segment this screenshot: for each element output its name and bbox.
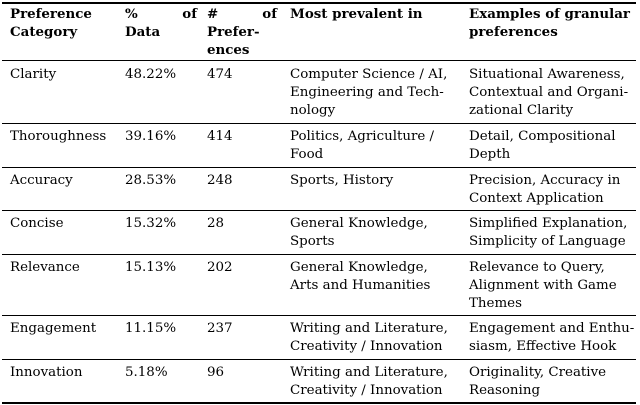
row-divider xyxy=(2,254,636,255)
row-percent: 15.32% xyxy=(125,216,177,231)
row-divider xyxy=(2,167,636,168)
row-examples: Engagement and Enthu- siasm, Effective H… xyxy=(469,321,635,354)
row-prevalent: Sports, History xyxy=(290,173,394,188)
row-count: 202 xyxy=(207,260,233,275)
row-examples: Situational Awareness, Contextual and Or… xyxy=(469,67,629,118)
row-percent: 39.16% xyxy=(125,129,177,144)
row-divider xyxy=(2,315,636,316)
row-examples: Relevance to Query, Alignment with Game … xyxy=(469,260,617,311)
row-examples: Precision, Accuracy in Context Applicati… xyxy=(469,173,621,206)
row-prevalent: Writing and Literature, Creativity / Inn… xyxy=(290,365,448,398)
row-count: 414 xyxy=(207,129,233,144)
header-examples: Examples of granular preferences xyxy=(469,6,630,40)
row-divider xyxy=(2,210,636,211)
row-count: 96 xyxy=(207,365,225,380)
row-category: Accuracy xyxy=(10,173,73,188)
row-divider xyxy=(2,359,636,360)
row-category: Engagement xyxy=(10,321,97,336)
header-category: Preference Category xyxy=(10,6,92,40)
top-rule xyxy=(2,2,636,4)
row-category: Relevance xyxy=(10,260,80,275)
row-examples: Simplified Explanation, Simplicity of La… xyxy=(469,216,628,249)
header-rule xyxy=(2,60,636,61)
row-count: 237 xyxy=(207,321,233,336)
header-percent-data: % of Data xyxy=(125,6,197,40)
row-prevalent: Writing and Literature, Creativity / Inn… xyxy=(290,321,448,354)
row-percent: 11.15% xyxy=(125,321,177,336)
row-prevalent: General Knowledge, Arts and Humanities xyxy=(290,260,431,293)
row-prevalent: Politics, Agriculture / Food xyxy=(290,129,435,162)
header-num-preferences: # of Prefer- ences xyxy=(207,6,277,58)
row-percent: 28.53% xyxy=(125,173,177,188)
row-count: 248 xyxy=(207,173,233,188)
row-examples: Detail, Compositional Depth xyxy=(469,129,616,162)
row-count: 28 xyxy=(207,216,225,231)
row-percent: 48.22% xyxy=(125,67,177,82)
row-divider xyxy=(2,123,636,124)
row-examples: Originality, Creative Reasoning xyxy=(469,365,607,398)
header-most-prevalent: Most prevalent in xyxy=(290,6,423,22)
row-category: Concise xyxy=(10,216,64,231)
bottom-rule xyxy=(2,402,636,404)
row-count: 474 xyxy=(207,67,233,82)
row-percent: 5.18% xyxy=(125,365,168,380)
row-prevalent: General Knowledge, Sports xyxy=(290,216,428,249)
row-prevalent: Computer Science / AI, Engineering and T… xyxy=(290,67,448,118)
row-category: Clarity xyxy=(10,67,57,82)
row-percent: 15.13% xyxy=(125,260,177,275)
row-category: Innovation xyxy=(10,365,83,380)
row-category: Thoroughness xyxy=(10,129,107,144)
